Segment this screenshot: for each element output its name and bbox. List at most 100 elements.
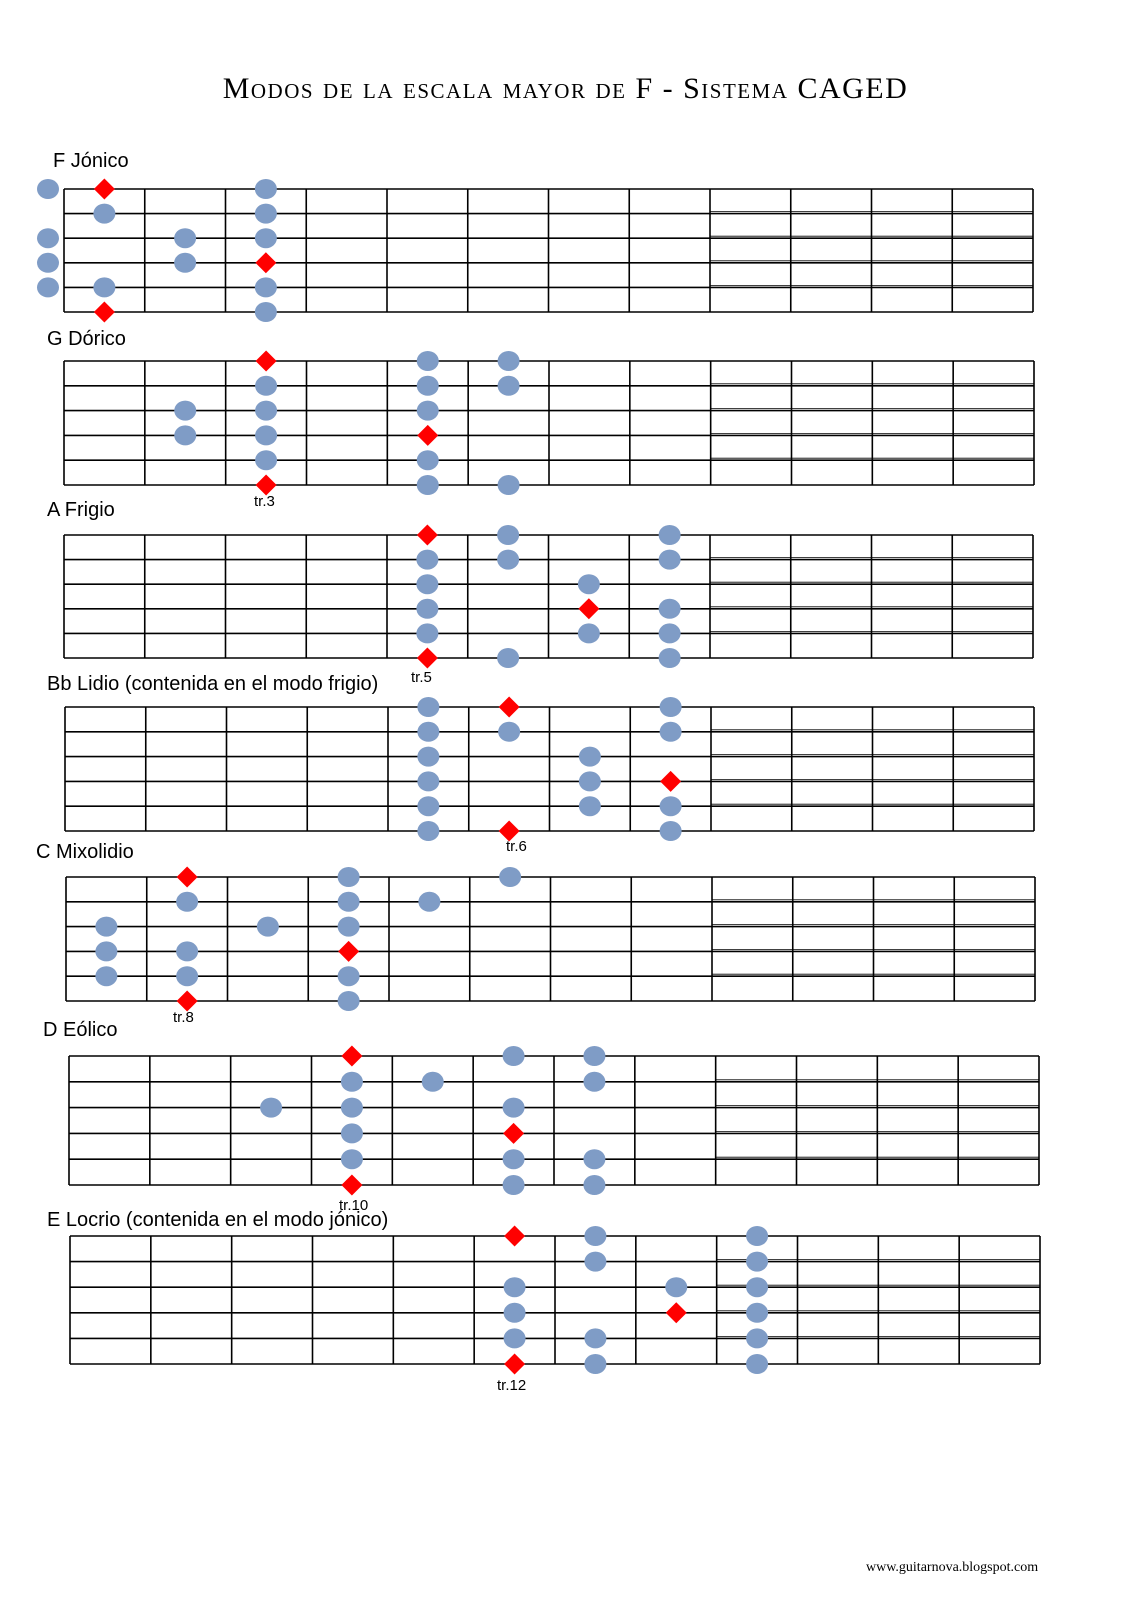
- scale-note-marker: [497, 648, 520, 668]
- scale-note-marker: [416, 574, 439, 595]
- scale-note-marker: [416, 623, 439, 644]
- scale-note-marker: [578, 771, 601, 792]
- mode-label-bb-lidio: Bb Lidio (contenida en el modo frigio): [47, 673, 379, 695]
- root-note-marker: [416, 647, 438, 669]
- scale-note-marker: [176, 966, 199, 987]
- scale-note-marker: [584, 1354, 607, 1374]
- scale-note-marker: [416, 450, 439, 471]
- mode-label-f-jonico: F Jónico: [53, 150, 129, 172]
- mode-label-g-dorico: G Dórico: [47, 328, 126, 350]
- scale-note-marker: [340, 1149, 363, 1170]
- scale-note-marker: [254, 203, 277, 224]
- root-note-marker: [93, 301, 115, 323]
- scale-note-marker: [503, 1302, 526, 1323]
- scale-note-marker: [502, 1046, 525, 1066]
- scale-note-marker: [658, 598, 681, 619]
- scale-note-marker: [584, 1226, 607, 1246]
- scale-note-marker: [578, 796, 601, 817]
- scale-note-marker: [37, 228, 59, 249]
- root-note-marker: [660, 770, 682, 792]
- root-note-marker: [504, 1353, 526, 1375]
- scale-note-marker: [417, 697, 440, 717]
- root-note-marker: [341, 1045, 363, 1067]
- scale-note-marker: [498, 721, 521, 742]
- root-note-marker: [176, 990, 198, 1012]
- scale-note-marker: [255, 425, 278, 446]
- scale-note-marker: [37, 179, 59, 199]
- root-note-marker: [578, 598, 600, 620]
- scale-note-marker: [418, 891, 441, 912]
- scale-note-marker: [583, 1149, 606, 1170]
- start-fret-label-d-eolico: tr.10: [339, 1197, 369, 1214]
- scale-note-marker: [417, 721, 440, 742]
- start-fret-label-g-dorico: tr.3: [254, 493, 275, 510]
- scale-note-marker: [340, 1097, 363, 1118]
- scale-note-marker: [416, 400, 439, 421]
- scale-note-marker: [337, 891, 360, 912]
- scale-note-marker: [255, 375, 278, 396]
- scale-note-marker: [337, 966, 360, 987]
- root-note-marker: [665, 1302, 687, 1324]
- scale-note-marker: [502, 1097, 525, 1118]
- root-note-marker: [504, 1225, 526, 1247]
- scale-note-marker: [584, 1251, 607, 1272]
- mode-label-e-locrio: E Locrio (contenida en el modo jónico): [47, 1209, 389, 1231]
- scale-note-marker: [176, 941, 199, 962]
- scale-note-marker: [417, 771, 440, 792]
- footer-url: www.guitarnova.blogspot.com: [866, 1560, 1039, 1575]
- scale-note-marker: [659, 796, 682, 817]
- scale-note-marker: [502, 1175, 525, 1195]
- scale-note-marker: [497, 375, 520, 396]
- scale-note-marker: [337, 867, 360, 887]
- root-note-marker: [338, 940, 360, 962]
- scale-note-marker: [174, 252, 197, 273]
- start-fret-label-bb-lidio: tr.6: [506, 838, 527, 855]
- scale-note-marker: [93, 277, 116, 298]
- scale-note-marker: [340, 1071, 363, 1092]
- scale-note-marker: [659, 821, 682, 841]
- scale-note-marker: [659, 697, 682, 717]
- scale-note-marker: [174, 425, 197, 446]
- scale-note-marker: [497, 475, 520, 495]
- scale-note-marker: [255, 400, 278, 421]
- root-note-marker: [255, 474, 277, 496]
- scale-note-marker: [583, 1175, 606, 1195]
- scale-note-marker: [174, 228, 197, 249]
- scale-note-marker: [416, 598, 439, 619]
- scale-note-marker: [256, 916, 279, 937]
- scale-note-marker: [658, 549, 681, 570]
- root-note-marker: [498, 696, 520, 718]
- scale-note-marker: [577, 623, 600, 644]
- scale-note-marker: [337, 991, 360, 1011]
- start-fret-label-a-frigio: tr.5: [411, 669, 432, 686]
- scale-note-marker: [746, 1354, 769, 1374]
- scale-note-marker: [416, 549, 439, 570]
- scale-note-marker: [578, 746, 601, 767]
- root-note-marker: [176, 866, 198, 888]
- root-note-marker: [416, 524, 438, 546]
- scale-note-marker: [503, 1277, 526, 1298]
- scale-note-marker: [254, 277, 277, 298]
- scale-note-marker: [337, 916, 360, 937]
- scale-note-marker: [577, 574, 600, 595]
- scale-note-marker: [95, 916, 118, 937]
- scale-note-marker: [746, 1251, 769, 1272]
- mode-label-d-eolico: D Eólico: [43, 1019, 118, 1041]
- root-note-marker: [255, 350, 277, 372]
- scale-note-marker: [93, 203, 116, 224]
- scale-note-marker: [421, 1071, 444, 1092]
- scale-note-marker: [340, 1123, 363, 1144]
- scale-note-marker: [255, 450, 278, 471]
- start-fret-label-c-mixolidio: tr.8: [173, 1009, 194, 1026]
- mode-label-a-frigio: A Frigio: [47, 499, 115, 521]
- scale-note-marker: [746, 1328, 769, 1349]
- root-note-marker: [341, 1174, 363, 1196]
- scale-note-marker: [746, 1226, 769, 1246]
- scale-note-marker: [583, 1071, 606, 1092]
- scale-note-marker: [417, 746, 440, 767]
